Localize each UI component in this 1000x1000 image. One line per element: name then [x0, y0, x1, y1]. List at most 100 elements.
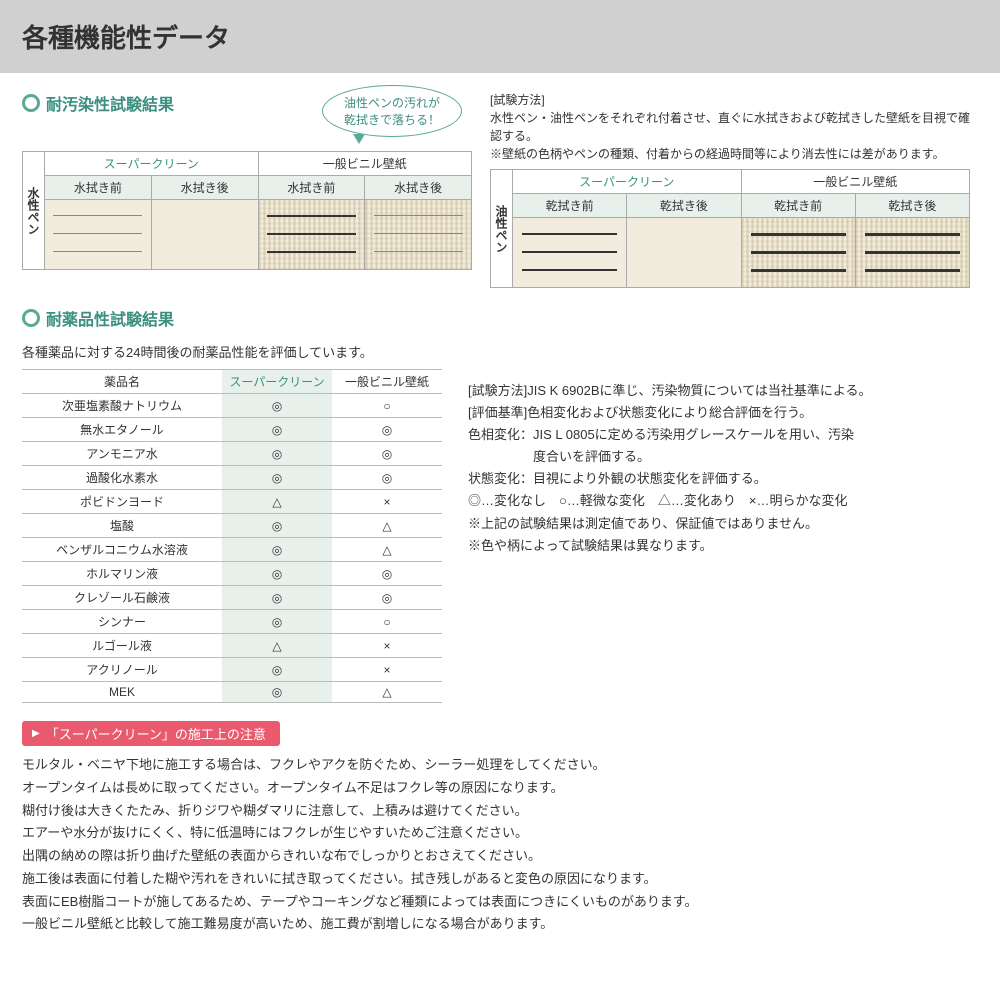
chem-name: 無水エタノール — [22, 418, 222, 442]
chem-sc: ◎ — [222, 442, 332, 466]
chem-legend: ◎…変化なし ○…軽微な変化 △…変化あり ×…明らかな変化 — [468, 490, 978, 512]
swatch-gen-before — [741, 218, 855, 288]
chem-gen: ◎ — [332, 562, 442, 586]
stain-left-block: 耐汚染性試験結果 油性ペンの汚れが 乾拭きで落ちる！ 水性ペン スーパークリーン… — [22, 91, 472, 288]
chem-gen: ○ — [332, 394, 442, 418]
chem-hue1: 色相変化：JIS L 0805に定める汚染用グレースケールを用い、汚染 — [468, 424, 978, 446]
chem-method: [試験方法]JIS K 6902Bに準じ、汚染物質については当社基準による。 — [468, 380, 978, 402]
chem-name: 塩酸 — [22, 514, 222, 538]
chem-sc: ◎ — [222, 610, 332, 634]
chem-name: ポビドンヨード — [22, 490, 222, 514]
chem-row: アクリノール ◎ × — [22, 658, 442, 682]
chem-row: MEK ◎ △ — [22, 682, 442, 703]
stain-section: 耐汚染性試験結果 油性ペンの汚れが 乾拭きで落ちる！ 水性ペン スーパークリーン… — [22, 91, 978, 288]
chem-sc: ◎ — [222, 562, 332, 586]
chem-gen: × — [332, 490, 442, 514]
chem-eval: [評価基準]色相変化および状態変化により総合評価を行う。 — [468, 402, 978, 424]
chem-row: 次亜塩素酸ナトリウム ◎ ○ — [22, 394, 442, 418]
group-sc: スーパークリーン — [513, 170, 742, 194]
content: 耐汚染性試験結果 油性ペンの汚れが 乾拭きで落ちる！ 水性ペン スーパークリーン… — [0, 73, 1000, 954]
chem-name: 過酸化水素水 — [22, 466, 222, 490]
group-gen: 一般ビニル壁紙 — [258, 152, 472, 176]
method-box: [試験方法] 水性ペン・油性ペンをそれぞれ付着させ、直ぐに水拭きおよび乾拭きした… — [490, 91, 970, 163]
chem-sc: ◎ — [222, 586, 332, 610]
notice-tag: 「スーパークリーン」の施工上の注意 — [22, 721, 280, 746]
sub-after: 水拭き後 — [365, 176, 472, 200]
chem-sc: △ — [222, 634, 332, 658]
notice-list: モルタル・ベニヤ下地に施工する場合は、フクレやアクを防ぐため、シーラー処理をして… — [22, 754, 978, 936]
chem-sc: ◎ — [222, 682, 332, 703]
stain-right-block: [試験方法] 水性ペン・油性ペンをそれぞれ付着させ、直ぐに水拭きおよび乾拭きした… — [490, 91, 970, 288]
chem-desc: 各種薬品に対する24時間後の耐薬品性能を評価しています。 — [22, 342, 442, 361]
swatch-sc-before — [45, 200, 152, 270]
chem-row: ルゴール液 △ × — [22, 634, 442, 658]
chem-sc: △ — [222, 490, 332, 514]
notice-line: 一般ビニル壁紙と比較して施工難易度が高いため、施工費が割増しになる場合があります… — [22, 913, 978, 936]
chem-sc: ◎ — [222, 466, 332, 490]
swatch-row — [23, 200, 472, 270]
notice-line: 出隅の納めの際は折り曲げた壁紙の表面からきれいな布でしっかりとおさえてください。 — [22, 845, 978, 868]
swatch-row — [491, 218, 970, 288]
chem-row: 過酸化水素水 ◎ ◎ — [22, 466, 442, 490]
side-label-water: 水性ペン — [23, 152, 45, 270]
chem-table: 薬品名 スーパークリーン 一般ビニル壁紙 次亜塩素酸ナトリウム ◎ ○無水エタノ… — [22, 369, 442, 703]
sub-before: 乾拭き前 — [513, 194, 627, 218]
title-bar: 各種機能性データ — [0, 0, 1000, 73]
stain-table-oil: 油性ペン スーパークリーン 一般ビニル壁紙 乾拭き前 乾拭き後 乾拭き前 乾拭き… — [490, 169, 970, 288]
speech-bubble: 油性ペンの汚れが 乾拭きで落ちる！ — [322, 85, 462, 137]
notice-line: 糊付け後は大きくたたみ、折りジワや糊ダマリに注意して、上積みは避けてください。 — [22, 800, 978, 823]
side-label-oil: 油性ペン — [491, 170, 513, 288]
notice-line: エアーや水分が抜けにくく、特に低温時にはフクレが生じやすいためご注意ください。 — [22, 822, 978, 845]
chem-hue2: 度合いを評価する。 — [468, 446, 978, 468]
chem-sc: ◎ — [222, 538, 332, 562]
chem-name: シンナー — [22, 610, 222, 634]
sub-after: 水拭き後 — [151, 176, 258, 200]
swatch-gen-after — [855, 218, 969, 288]
group-sc: スーパークリーン — [45, 152, 259, 176]
method-label: [試験方法] — [490, 91, 970, 109]
swatch-sc-after — [627, 218, 741, 288]
chem-name: MEK — [22, 682, 222, 703]
sub-after: 乾拭き後 — [855, 194, 969, 218]
chem-name: クレゾール石鹸液 — [22, 586, 222, 610]
swatch-sc-before — [513, 218, 627, 288]
chem-gen: × — [332, 658, 442, 682]
chem-sc: ◎ — [222, 418, 332, 442]
chem-gen: ○ — [332, 610, 442, 634]
chem-name: アンモニア水 — [22, 442, 222, 466]
chem-right: [試験方法]JIS K 6902Bに準じ、汚染物質については当社基準による。 [… — [468, 336, 978, 703]
chem-row: ベンザルコニウム水溶液 ◎ △ — [22, 538, 442, 562]
chem-sc: ◎ — [222, 394, 332, 418]
chem-gen: ◎ — [332, 586, 442, 610]
chem-gen: △ — [332, 514, 442, 538]
chem-left: 各種薬品に対する24時間後の耐薬品性能を評価しています。 薬品名 スーパークリー… — [22, 336, 442, 703]
group-gen: 一般ビニル壁紙 — [741, 170, 970, 194]
chem-gen: ◎ — [332, 466, 442, 490]
chem-name: ベンザルコニウム水溶液 — [22, 538, 222, 562]
sub-before: 乾拭き前 — [741, 194, 855, 218]
chem-row: 塩酸 ◎ △ — [22, 514, 442, 538]
chem-gen: △ — [332, 682, 442, 703]
chem-row: アンモニア水 ◎ ◎ — [22, 442, 442, 466]
chem-row: 無水エタノール ◎ ◎ — [22, 418, 442, 442]
chem-note1: ※上記の試験結果は測定値であり、保証値ではありません。 — [468, 513, 978, 535]
chem-name: ルゴール液 — [22, 634, 222, 658]
sub-after: 乾拭き後 — [627, 194, 741, 218]
chem-row: シンナー ◎ ○ — [22, 610, 442, 634]
chem-sc: ◎ — [222, 658, 332, 682]
notice-line: モルタル・ベニヤ下地に施工する場合は、フクレやアクを防ぐため、シーラー処理をして… — [22, 754, 978, 777]
chem-name: アクリノール — [22, 658, 222, 682]
chem-heading: 耐薬品性試験結果 — [22, 306, 978, 330]
swatch-sc-after — [151, 200, 258, 270]
chem-state: 状態変化：目視により外観の状態変化を評価する。 — [468, 468, 978, 490]
chem-row: クレゾール石鹸液 ◎ ◎ — [22, 586, 442, 610]
swatch-gen-after — [365, 200, 472, 270]
chem-gen: ◎ — [332, 418, 442, 442]
chem-section: 各種薬品に対する24時間後の耐薬品性能を評価しています。 薬品名 スーパークリー… — [22, 336, 978, 703]
chem-gen: △ — [332, 538, 442, 562]
sub-before: 水拭き前 — [258, 176, 365, 200]
chem-col-sc: スーパークリーン — [222, 370, 332, 394]
chem-note2: ※色や柄によって試験結果は異なります。 — [468, 535, 978, 557]
notice-line: 表面にEB樹脂コートが施してあるため、テープやコーキングなど種類によっては表面に… — [22, 891, 978, 914]
chem-name: 次亜塩素酸ナトリウム — [22, 394, 222, 418]
